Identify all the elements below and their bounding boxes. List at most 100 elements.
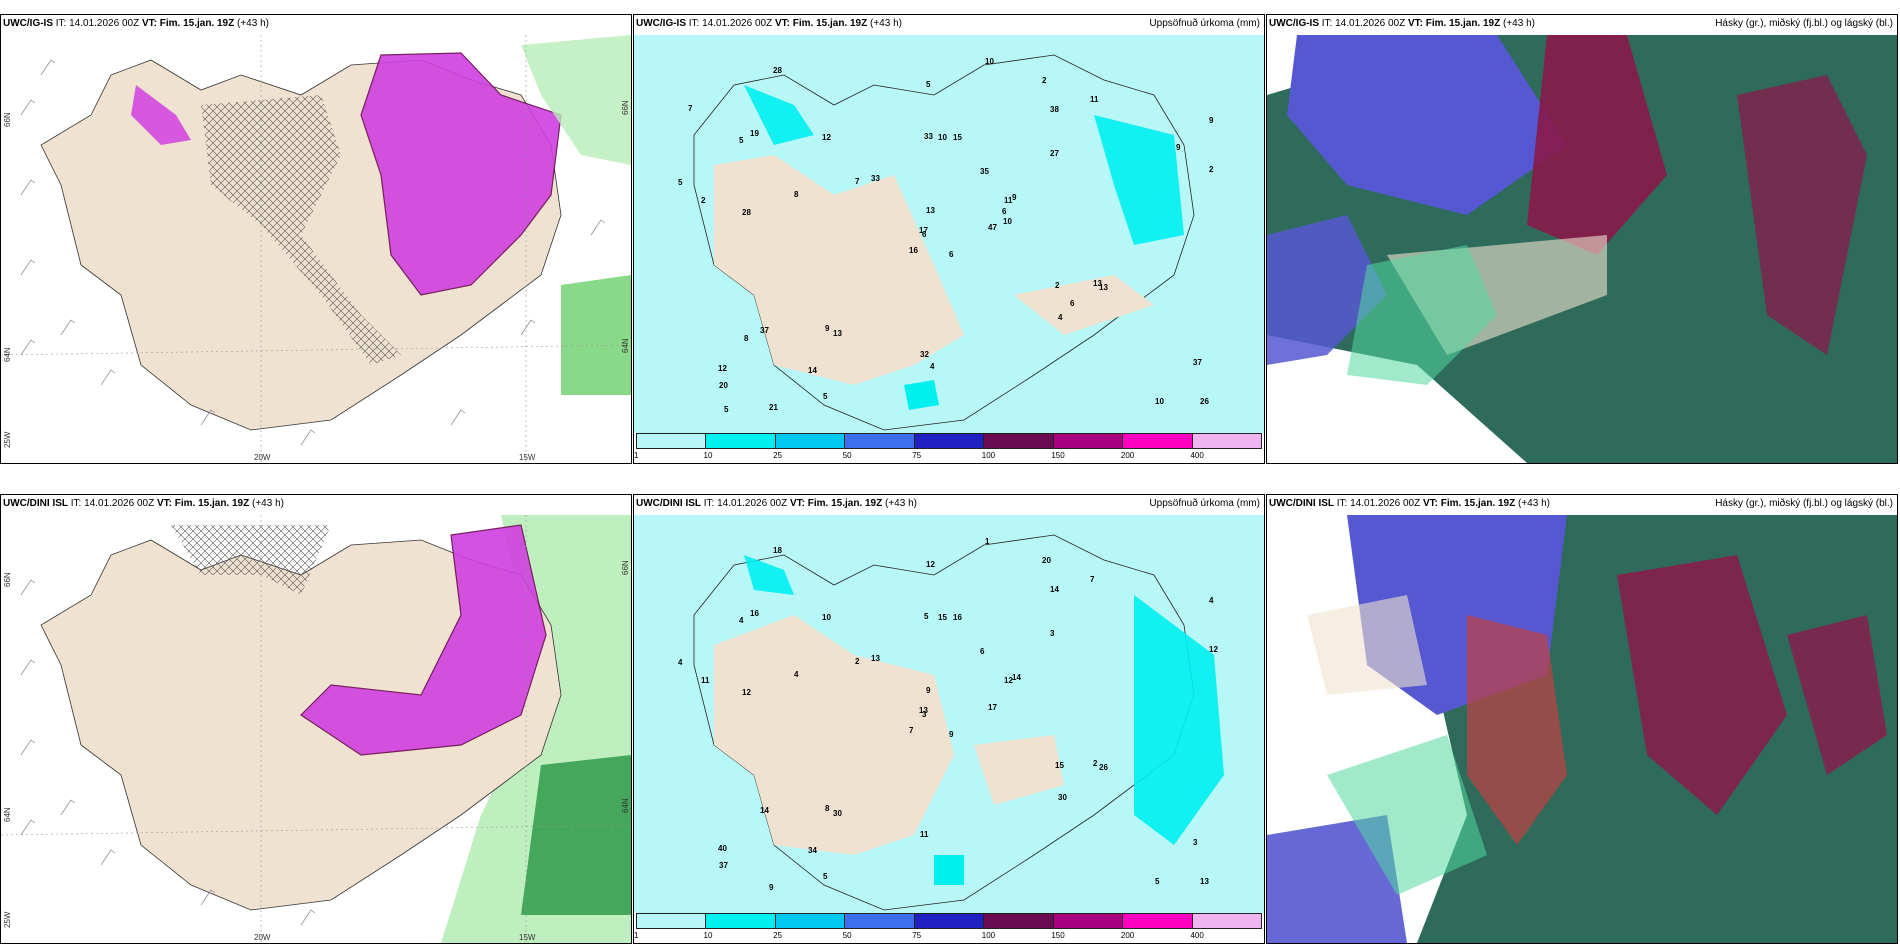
accum-value-label: 12 <box>1004 676 1013 685</box>
accum-value-label: 16 <box>909 246 918 255</box>
lon-label-20w: 20W <box>254 453 271 462</box>
accum-value-label: 9 <box>926 686 931 695</box>
panel-title: UWC/DINI ISL IT: 14.01.2026 00Z VT: Fim.… <box>1269 498 1550 509</box>
panel-description: Hásky (gr.), miðský (fj.bl.) og lágský (… <box>1715 18 1893 29</box>
cloud-map <box>1267 35 1897 463</box>
accum-value-label: 35 <box>980 167 989 176</box>
accum-value-label: 6 <box>980 647 985 656</box>
high-precip-3 <box>904 380 939 410</box>
legend-swatch <box>1052 914 1123 928</box>
panel-ig-is-precip-wind: UWC/IG-IS IT: 14.01.2026 00Z VT: Fim. 15… <box>0 14 632 464</box>
accum-value-label: 7 <box>688 104 693 113</box>
panel-title: UWC/IG-IS IT: 14.01.2026 00Z VT: Fim. 15… <box>636 18 902 29</box>
panel-description: Uppsöfnuð úrkoma (mm) <box>1149 498 1260 509</box>
accum-value-label: 3 <box>922 710 927 719</box>
legend-tick-label: 75 <box>912 451 922 460</box>
accum-value-label: 14 <box>760 806 769 815</box>
accum-map: 6561211132153847282628916272133353733201… <box>634 35 1264 433</box>
legend-tick-label: 25 <box>773 451 783 460</box>
accum-value-label: 13 <box>1200 877 1209 886</box>
accum-value-label: 15 <box>938 613 947 622</box>
precip-area-west <box>131 85 191 145</box>
legend-swatch <box>1122 434 1192 448</box>
panel-description: Hásky (gr.), miðský (fj.bl.) og lágský (… <box>1715 498 1893 509</box>
legend-tick-label: 400 <box>1190 931 1204 940</box>
accum-value-label: 9 <box>1209 116 1214 125</box>
accum-value-label: 27 <box>1050 149 1059 158</box>
legend-tick-label: 50 <box>842 451 852 460</box>
accum-value-label: 12 <box>926 560 935 569</box>
dry-land <box>714 615 954 855</box>
panel-title: UWC/IG-IS IT: 14.01.2026 00Z VT: Fim. 15… <box>3 18 269 29</box>
accum-value-label: 11 <box>920 830 929 839</box>
accum-value-label: 10 <box>1155 397 1164 406</box>
precip-legend: 1 10 25 50 75 100 150 200 400 <box>634 433 1264 463</box>
accum-value-label: 8 <box>794 190 799 199</box>
accum-value-label: 9 <box>1176 143 1181 152</box>
legend-tick-label: 150 <box>1051 931 1065 940</box>
accum-value-label: 32 <box>920 350 929 359</box>
green-precip-ne <box>521 35 631 165</box>
accum-value-label: 5 <box>924 612 929 621</box>
accum-value-label: 2 <box>1093 759 1098 768</box>
accum-value-label: 8 <box>744 334 749 343</box>
accum-value-label: 33 <box>871 174 880 183</box>
accum-value-label: 5 <box>739 136 744 145</box>
green-precip-se <box>521 755 631 915</box>
corner-lon-label: 25W <box>3 431 12 448</box>
corner-lon-label: 25W <box>3 911 12 928</box>
accum-value-label: 13 <box>833 329 842 338</box>
accum-value-label: 15 <box>953 133 962 142</box>
accum-value-label: 2 <box>1042 76 1047 85</box>
lat-label-top: 66N <box>3 112 12 127</box>
accum-value-label: 47 <box>988 223 997 232</box>
legend-tick-label: 200 <box>1120 931 1135 940</box>
accum-value-label: 21 <box>769 403 778 412</box>
accum-value-label: 1 <box>985 537 990 546</box>
high-precip-1 <box>744 85 814 145</box>
accum-value-label: 5 <box>1155 877 1160 886</box>
legend-tick-label: 400 <box>1190 451 1204 460</box>
lat-label-bottom: 64N <box>3 347 12 362</box>
lat-label-top-right: 66N <box>621 100 630 115</box>
panel-description: Uppsöfnuð úrkoma (mm) <box>1149 18 1260 29</box>
lat-label-bottom-right: 64N <box>621 338 630 353</box>
legend-tick-label: 150 <box>1051 451 1065 460</box>
panel-title: UWC/DINI ISL IT: 14.01.2026 00Z VT: Fim.… <box>636 498 917 509</box>
precip-wind-map <box>1 515 631 943</box>
accum-value-label: 8 <box>825 804 830 813</box>
wind-barbs <box>20 579 316 926</box>
accum-values: 6561211132153847282628916272133353733201… <box>678 57 1214 414</box>
accum-value-label: 5 <box>926 80 931 89</box>
accum-value-label: 4 <box>739 616 744 625</box>
accum-value-label: 10 <box>938 133 947 142</box>
lat-label-bottom-right: 64N <box>621 798 630 813</box>
accum-value-label: 5 <box>724 405 729 414</box>
high-precip-2 <box>1094 115 1184 245</box>
accum-value-label: 12 <box>822 133 831 142</box>
hatched-area <box>171 525 331 595</box>
lat-label-top-right: 66N <box>621 560 630 575</box>
lon-label-15w: 15W <box>519 453 536 462</box>
accum-value-label: 26 <box>1200 397 1209 406</box>
legend-tick-label: 1 <box>634 451 639 460</box>
accum-value-label: 19 <box>750 129 759 138</box>
accum-value-label: 30 <box>1058 793 1067 802</box>
precip-area <box>300 524 547 756</box>
accum-value-label: 5 <box>823 872 828 881</box>
accum-value-label: 2 <box>855 657 860 666</box>
dry-land-2 <box>974 735 1064 805</box>
accum-value-label: 37 <box>1193 358 1202 367</box>
accum-value-label: 13 <box>1099 283 1108 292</box>
legend-swatch <box>705 914 775 928</box>
legend-swatch <box>913 914 984 928</box>
accum-value-label: 9 <box>949 730 954 739</box>
dry-land-2 <box>1014 275 1154 335</box>
accum-value-label: 12 <box>718 364 727 373</box>
accum-value-label: 12 <box>742 688 751 697</box>
accum-value-label: 13 <box>919 706 928 715</box>
lon-label-15w: 15W <box>519 933 536 942</box>
legend-swatch <box>1052 434 1123 448</box>
legend-swatch <box>844 914 914 928</box>
accum-value-label: 37 <box>760 326 769 335</box>
